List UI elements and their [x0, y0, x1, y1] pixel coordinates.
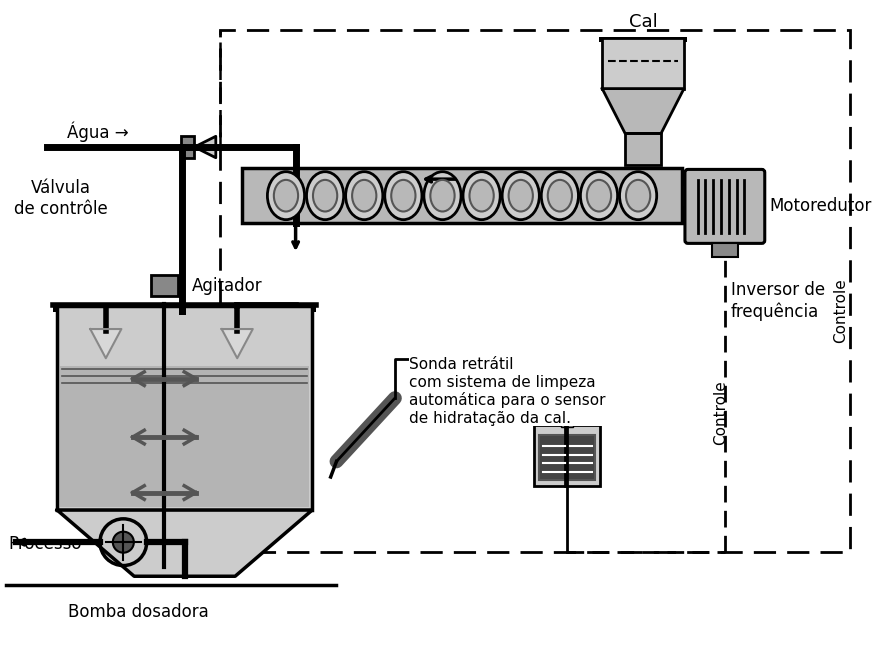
Polygon shape	[90, 329, 121, 358]
Bar	[561, 422, 573, 427]
Ellipse shape	[463, 172, 500, 220]
Text: Sonda retrátil
com sistema de limpeza
automática para o sensor
de hidratação da : Sonda retrátil com sistema de limpeza au…	[410, 357, 606, 426]
Ellipse shape	[470, 180, 494, 211]
Polygon shape	[222, 329, 253, 358]
Ellipse shape	[424, 172, 461, 220]
Bar	[53, 305, 316, 312]
Bar	[242, 168, 682, 223]
Bar	[60, 366, 309, 507]
Bar	[539, 435, 595, 480]
Ellipse shape	[267, 172, 305, 220]
Ellipse shape	[274, 180, 298, 211]
Polygon shape	[57, 510, 312, 576]
FancyBboxPatch shape	[685, 170, 764, 244]
Ellipse shape	[385, 172, 422, 220]
Polygon shape	[90, 329, 121, 358]
Ellipse shape	[391, 180, 415, 211]
Bar	[625, 133, 661, 164]
Ellipse shape	[509, 180, 533, 211]
Bar	[151, 275, 178, 296]
Text: Agitador: Agitador	[192, 277, 262, 295]
Ellipse shape	[580, 172, 617, 220]
Ellipse shape	[626, 180, 650, 211]
Bar	[220, 30, 850, 552]
Circle shape	[100, 519, 147, 566]
Ellipse shape	[313, 180, 337, 211]
Bar	[682, 184, 691, 207]
Polygon shape	[194, 137, 216, 158]
Ellipse shape	[503, 172, 539, 220]
Text: Processo: Processo	[9, 535, 82, 553]
Bar	[534, 426, 601, 486]
Ellipse shape	[542, 172, 578, 220]
Ellipse shape	[352, 180, 376, 211]
Bar	[600, 37, 687, 42]
Polygon shape	[602, 88, 684, 133]
Polygon shape	[222, 329, 253, 358]
Text: Bomba dosadora: Bomba dosadora	[68, 603, 208, 621]
Text: Válvula
de contrôle: Válvula de contrôle	[14, 180, 108, 218]
Text: Motoredutor: Motoredutor	[770, 197, 872, 215]
Ellipse shape	[346, 172, 383, 220]
Ellipse shape	[430, 180, 454, 211]
Ellipse shape	[587, 180, 611, 211]
Circle shape	[113, 532, 134, 552]
Text: Água →: Água →	[67, 121, 129, 142]
Text: Cal: Cal	[629, 13, 658, 32]
Bar	[57, 306, 312, 510]
Text: Inversor de
frequência: Inversor de frequência	[731, 281, 825, 321]
Bar	[712, 244, 738, 257]
Bar	[181, 137, 194, 158]
Ellipse shape	[619, 172, 657, 220]
Bar	[602, 38, 684, 88]
Ellipse shape	[548, 180, 572, 211]
Text: Controle: Controle	[833, 278, 848, 343]
Text: Controle: Controle	[714, 380, 729, 445]
Ellipse shape	[307, 172, 344, 220]
